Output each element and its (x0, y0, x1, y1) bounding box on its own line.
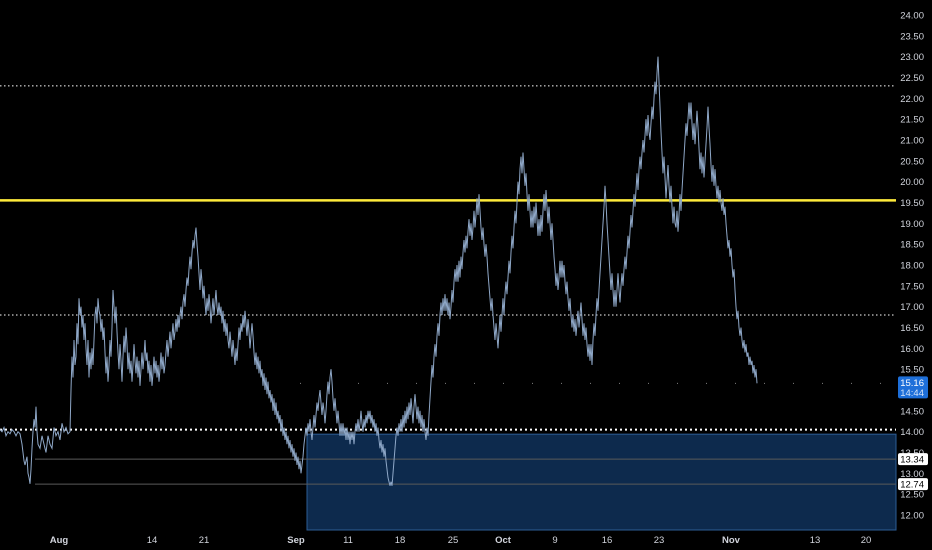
y-tick-label: 12.50 (900, 490, 924, 501)
x-tick-label: 21 (199, 535, 210, 546)
x-tick-label: Sep (287, 535, 305, 546)
price-tag-2 (898, 478, 928, 491)
y-tick-label: 21.50 (900, 115, 924, 126)
price-tag-label: 13.34 (900, 455, 924, 466)
y-tick-label: 22.00 (900, 94, 924, 105)
x-tick-label: 16 (602, 535, 613, 546)
price-tag-0 (898, 376, 928, 399)
y-tick-label: 14.00 (900, 427, 924, 438)
y-tick-label: 15.50 (900, 365, 924, 376)
y-tick-label: 20.00 (900, 177, 924, 188)
price-tag-label: 12.74 (900, 480, 924, 491)
x-tick-label: 25 (448, 535, 459, 546)
x-tick-label: 20 (861, 535, 872, 546)
y-axis[interactable]: 12.0012.5013.0013.5014.0014.5015.0015.50… (900, 11, 924, 522)
y-tick-label: 20.50 (900, 156, 924, 167)
y-tick-label: 22.50 (900, 73, 924, 84)
y-tick-label: 16.50 (900, 323, 924, 334)
x-tick-label: Aug (50, 535, 69, 546)
y-tick-label: 21.00 (900, 136, 924, 147)
x-tick-label: 14 (147, 535, 158, 546)
y-tick-label: 14.50 (900, 406, 924, 417)
guide-lines (35, 458, 896, 485)
price-tag-1 (898, 453, 928, 466)
x-tick-label: 18 (395, 535, 406, 546)
y-tick-label: 19.00 (900, 219, 924, 230)
x-axis[interactable]: Aug 14 21 Sep 11 18 25 Oct 9 16 23 Nov 13 20 (50, 535, 872, 546)
y-tick-label: 18.50 (900, 240, 924, 251)
y-tick-label: 16.00 (900, 344, 924, 355)
y-tick-label: 17.50 (900, 281, 924, 292)
y-tick-label: 23.00 (900, 52, 924, 63)
y-tick-label: 12.00 (900, 511, 924, 522)
y-tick-label: 19.50 (900, 198, 924, 209)
x-tick-label: 13 (810, 535, 821, 546)
y-tick-label: 24.00 (900, 11, 924, 22)
y-tick-label: 23.50 (900, 31, 924, 42)
price-tag-countdown: 14:44 (900, 388, 924, 399)
price-tag-label: 15.16 (900, 378, 924, 389)
demand-zone (306, 433, 897, 531)
y-tick-label: 18.00 (900, 261, 924, 272)
y-tick-label: 17.00 (900, 302, 924, 313)
x-tick-label: 23 (654, 535, 665, 546)
x-tick-label: Oct (495, 535, 512, 546)
x-tick-label: 9 (552, 535, 557, 546)
x-tick-label: Nov (722, 535, 741, 546)
price-series-line (0, 56, 758, 486)
y-tick-label: 13.00 (900, 469, 924, 480)
x-tick-label: 11 (343, 535, 353, 546)
